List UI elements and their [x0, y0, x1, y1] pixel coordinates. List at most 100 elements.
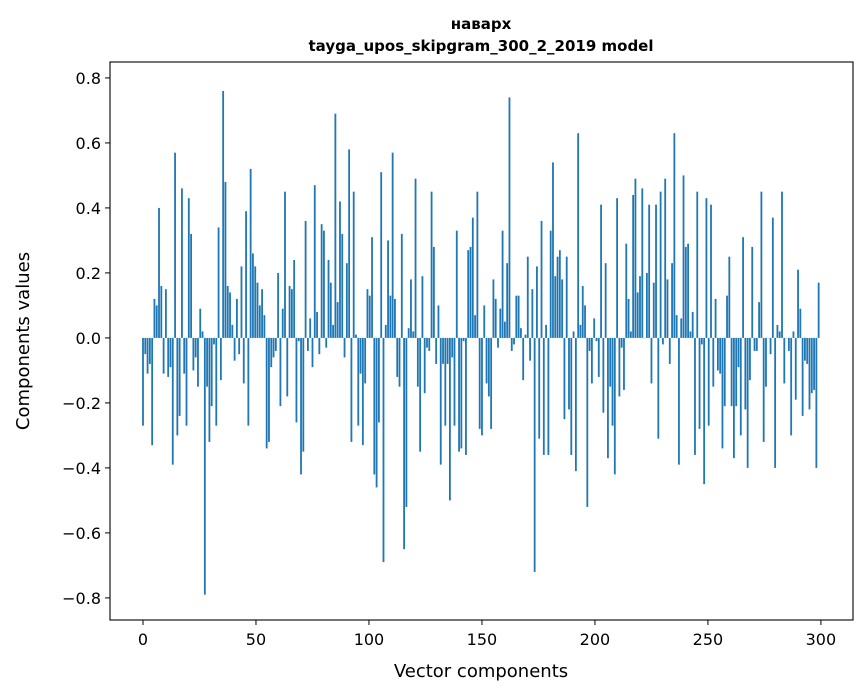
bar [403, 338, 405, 549]
y-tick-label: 0.0 [76, 329, 101, 348]
bar [520, 328, 522, 338]
bar [298, 338, 300, 341]
bar [554, 276, 556, 338]
bar [270, 338, 272, 367]
bar [561, 279, 563, 337]
bar [573, 331, 575, 337]
bar [802, 338, 804, 416]
bar [307, 338, 309, 351]
bar [225, 182, 227, 338]
bar [318, 338, 320, 354]
bar [286, 338, 288, 396]
bar [424, 338, 426, 393]
bar [456, 231, 458, 338]
bar [302, 338, 304, 452]
bar [330, 283, 332, 338]
bar [614, 338, 616, 474]
x-tick-label: 0 [138, 630, 148, 649]
bar [770, 338, 772, 354]
y-tick-label: −0.8 [62, 589, 101, 608]
bar [740, 338, 742, 435]
bar [486, 338, 488, 383]
bar [277, 273, 279, 338]
bar [609, 338, 611, 387]
x-tick-label: 100 [354, 630, 385, 649]
bar [378, 338, 380, 422]
bar [213, 338, 215, 344]
bar [440, 338, 442, 465]
bar [701, 338, 703, 344]
bar [680, 318, 682, 337]
bar [671, 263, 673, 338]
bar [493, 279, 495, 337]
bar [479, 338, 481, 429]
bar [600, 205, 602, 338]
bar [754, 338, 756, 351]
bar [380, 172, 382, 338]
bar [593, 318, 595, 337]
bar [170, 338, 172, 367]
bar [815, 338, 817, 468]
bar [772, 218, 774, 338]
x-tick-label: 300 [806, 630, 837, 649]
bar [396, 338, 398, 377]
bar [648, 205, 650, 338]
bar [538, 338, 540, 439]
bar [289, 286, 291, 338]
x-axis-label: Vector components [394, 661, 568, 682]
bar [465, 338, 467, 455]
bar [472, 218, 474, 338]
bar [405, 338, 407, 507]
bar [355, 335, 357, 338]
bar [515, 296, 517, 338]
bar [735, 338, 737, 406]
y-tick-label: 0.2 [76, 264, 101, 283]
bar [147, 338, 149, 374]
bar [470, 247, 472, 338]
bar [763, 338, 765, 442]
bar [728, 257, 730, 338]
bar [273, 338, 275, 357]
bar [653, 283, 655, 338]
bar [662, 338, 664, 344]
bar [293, 260, 295, 338]
bar [513, 338, 515, 344]
bar [371, 237, 373, 338]
bar [236, 299, 238, 338]
bar [172, 338, 174, 465]
bar [696, 192, 698, 338]
bar [284, 192, 286, 338]
bar [373, 338, 375, 474]
bar [689, 331, 691, 337]
bar [337, 302, 339, 338]
bar [726, 296, 728, 338]
bar [346, 263, 348, 338]
bar [589, 338, 591, 351]
bar [818, 283, 820, 338]
chart-subtitle: tayga_upos_skipgram_300_2_2019 model [309, 37, 654, 55]
bar [568, 338, 570, 409]
bar [195, 338, 197, 357]
bar [442, 338, 444, 364]
bar [328, 260, 330, 338]
bar [312, 338, 314, 367]
bar [252, 253, 254, 337]
bar [655, 205, 657, 338]
bar [490, 338, 492, 429]
bar [699, 338, 701, 429]
bar [637, 292, 639, 337]
bar [160, 286, 162, 338]
bar [282, 309, 284, 338]
bar [243, 338, 245, 383]
bar [144, 338, 146, 354]
bar [344, 338, 346, 357]
bar [415, 179, 417, 338]
bar [222, 91, 224, 338]
bar [154, 299, 156, 338]
bar [804, 338, 806, 361]
bar [197, 338, 199, 387]
bar [811, 338, 813, 393]
bar [364, 338, 366, 383]
bar [458, 338, 460, 452]
bar [245, 211, 247, 338]
